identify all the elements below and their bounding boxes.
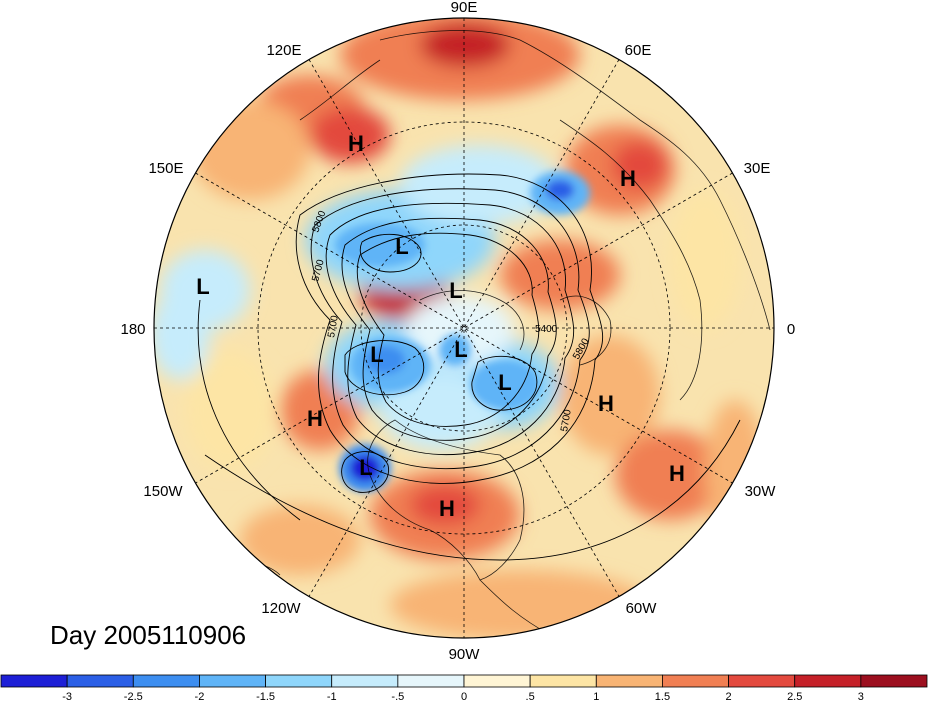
high-pressure-marker: H [620, 166, 636, 191]
colorbar-tick-label: 3 [858, 691, 864, 702]
colorbar-tick-label: 0 [461, 691, 467, 702]
high-pressure-marker: H [669, 461, 685, 486]
colorbar-box [860, 674, 928, 688]
colorbar-box [728, 674, 796, 688]
colorbar-box [397, 674, 465, 688]
lon-label-150w: 150W [143, 483, 183, 500]
date-title: Day 2005110906 [50, 620, 247, 650]
lon-label-180: 180 [120, 321, 145, 338]
colorbar-box [66, 674, 134, 688]
low-pressure-marker: L [370, 342, 383, 367]
colorbar-tick-label: -1 [327, 691, 337, 702]
colorbar-tick-label: -1.5 [256, 691, 275, 702]
colorbar-box [529, 674, 597, 688]
low-pressure-marker: L [359, 455, 372, 480]
colorbar-tick-label: .5 [526, 691, 535, 702]
color-scale-bar: -3 -2.5 -2 -1.5 -1 -.5 0 .5 1 1.5 2 2.5 3 [0, 674, 928, 702]
lon-label-60e: 60E [625, 42, 652, 59]
lon-label-30w: 30W [745, 483, 777, 500]
low-pressure-marker: L [196, 274, 209, 299]
lon-label-120e: 120E [266, 42, 301, 59]
colorbar-box [331, 674, 399, 688]
colorbar-box [595, 674, 663, 688]
lon-label-30e: 30E [744, 160, 771, 177]
contour-label: 5400 [535, 324, 558, 335]
lon-label-150e: 150E [148, 160, 183, 177]
low-pressure-marker: L [454, 337, 467, 362]
lon-label-90w: 90W [449, 646, 481, 663]
pressure-centers: H H L L L L L L H H L H H [196, 131, 685, 521]
colorbar-tick-label: 2 [726, 691, 732, 702]
colorbar-box [662, 674, 729, 688]
low-pressure-marker: L [449, 278, 462, 303]
colorbar-box [463, 674, 531, 688]
colorbar-tick-label: -2 [195, 691, 205, 702]
coastlines [229, 30, 771, 638]
colorbar-tick-label: 1 [593, 691, 599, 702]
lon-label-90e: 90E [451, 0, 478, 16]
colorbar-box [132, 674, 200, 688]
colorbar-box [794, 674, 862, 688]
high-pressure-marker: H [348, 131, 364, 156]
colorbar-tick-label: -.5 [391, 691, 404, 702]
colorbar-tick-label: 2.5 [787, 691, 802, 702]
colorbar-box [0, 674, 68, 688]
longitude-labels: 90E 60E 120E 30E 150E 180 0 150W 30W 120… [120, 0, 795, 663]
height-contours [197, 173, 741, 561]
low-pressure-marker: L [395, 234, 408, 259]
graticule [154, 18, 774, 638]
colorbar-tick-label: -3 [62, 691, 72, 702]
contour-label: 5700 [326, 314, 341, 338]
lon-label-0: 0 [787, 321, 795, 338]
colorbar-box [199, 674, 266, 688]
contour-label: 5700 [559, 408, 574, 432]
colorbar-tick-label: 1.5 [655, 691, 670, 702]
high-pressure-marker: H [307, 406, 323, 431]
anomaly-field [154, 18, 774, 638]
lon-label-60w: 60W [626, 600, 658, 617]
colorbar-box [265, 674, 333, 688]
high-pressure-marker: H [598, 391, 614, 416]
lon-label-120w: 120W [261, 600, 301, 617]
colorbar-tick-label: -2.5 [124, 691, 143, 702]
map-boundary [153, 17, 775, 639]
low-pressure-marker: L [498, 370, 511, 395]
high-pressure-marker: H [439, 496, 455, 521]
